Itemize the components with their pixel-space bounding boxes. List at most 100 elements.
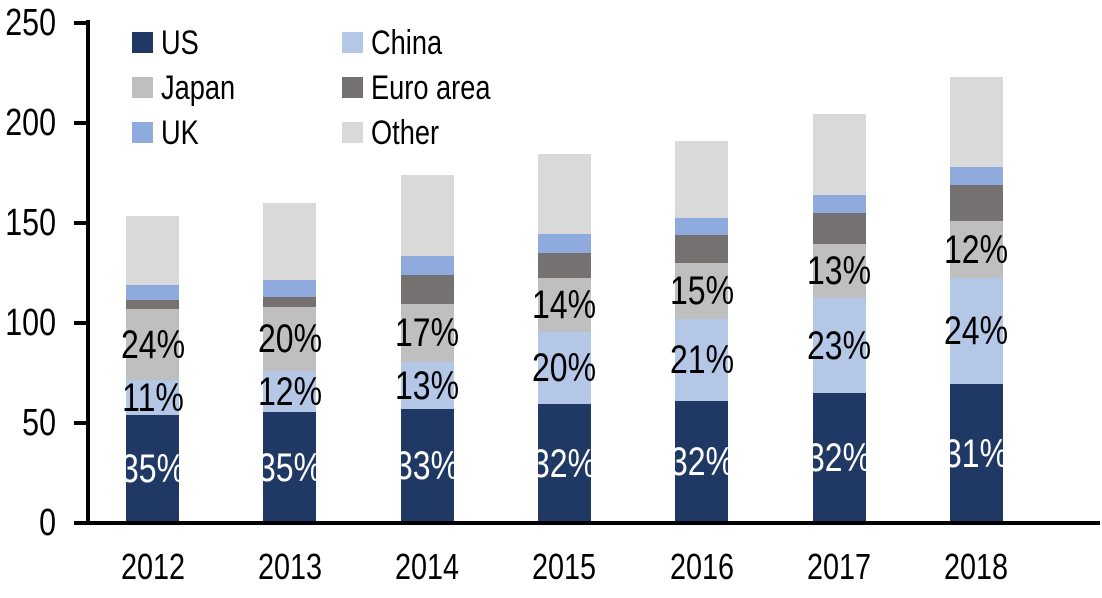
bar-segment-euro-area-2016 (675, 235, 729, 263)
data-label-china-2013: 12% (257, 369, 322, 414)
bar-segment-uk-2012 (126, 285, 179, 300)
data-label-china-2015: 20% (532, 346, 597, 390)
bar-segment-china-2017 (812, 298, 866, 393)
legend-label-china: China (371, 23, 443, 62)
data-label-us-2018: 31% (944, 431, 1009, 476)
bar-segment-china-2015 (537, 332, 591, 404)
data-label-japan-2016: 15% (669, 269, 734, 313)
bar-segment-us-2016 (675, 401, 729, 523)
x-category-label: 2016 (669, 546, 734, 587)
bar-segment-us-2018 (949, 384, 1003, 523)
bar-segment-us-2017 (812, 393, 866, 523)
bar-segment-euro-area-2012 (126, 300, 179, 309)
bar-segment-euro-area-2015 (537, 253, 591, 278)
y-tick-label: 50 (22, 402, 56, 444)
bar-segment-china-2016 (675, 319, 729, 401)
bar-segment-other-2015 (537, 154, 591, 234)
bar-segment-japan-2014 (400, 304, 454, 362)
data-label-us-2015: 32% (532, 441, 597, 486)
legend-swatch-euro-area (342, 77, 363, 98)
data-label-china-2012: 11% (121, 375, 184, 420)
bar-segment-japan-2015 (537, 278, 591, 332)
legend-label-other: Other (371, 113, 440, 152)
bar-segment-us-2013 (263, 412, 317, 523)
x-axis-line (76, 521, 1100, 525)
legend-item-japan: Japan (132, 71, 362, 105)
bar-segment-euro-area-2014 (400, 275, 454, 304)
legend-label-japan: Japan (161, 68, 236, 107)
bar-segment-japan-2016 (675, 263, 729, 319)
x-category-label: 2014 (395, 546, 460, 587)
y-tick-label: 150 (5, 202, 56, 244)
bar-segment-japan-2018 (949, 221, 1003, 278)
data-label-us-2012: 35% (120, 447, 185, 491)
bar-segment-other-2014 (400, 175, 454, 256)
data-label-china-2014: 13% (395, 363, 460, 408)
y-tick-mark (74, 121, 88, 125)
y-tick-label: 250 (5, 2, 56, 44)
x-category-label: 2017 (806, 546, 872, 587)
bar-segment-japan-2013 (263, 307, 317, 371)
data-label-us-2017: 32% (806, 436, 872, 480)
data-label-japan-2013: 20% (257, 317, 322, 361)
bar-segment-japan-2017 (812, 244, 866, 298)
legend-swatch-uk (132, 122, 153, 143)
data-label-japan-2014: 17% (395, 311, 460, 355)
bar-segment-euro-area-2013 (263, 297, 317, 307)
bar-segment-other-2017 (812, 114, 866, 195)
legend-item-us: US (132, 26, 362, 60)
y-tick-label: 0 (39, 502, 56, 544)
data-label-japan-2015: 14% (532, 283, 597, 327)
data-label-japan-2012: 24% (120, 322, 185, 367)
bar-segment-uk-2018 (949, 167, 1003, 185)
legend-label-euro-area: Euro area (371, 68, 491, 107)
data-label-us-2014: 33% (395, 444, 460, 488)
legend-swatch-us (132, 32, 153, 53)
legend-swatch-china (342, 32, 363, 53)
bar-segment-euro-area-2017 (812, 213, 866, 244)
bar-segment-uk-2013 (263, 280, 317, 297)
data-label-us-2013: 35% (257, 445, 322, 490)
legend-item-euro-area: Euro area (342, 71, 572, 105)
bar-segment-china-2014 (400, 362, 454, 409)
legend-item-uk: UK (132, 116, 362, 150)
data-label-us-2016: 32% (669, 440, 734, 484)
data-label-china-2018: 24% (944, 309, 1009, 353)
data-label-japan-2018: 12% (944, 227, 1009, 272)
bar-segment-uk-2015 (537, 234, 591, 253)
y-tick-mark (74, 21, 88, 25)
y-tick-mark (74, 521, 88, 525)
y-tick-mark (74, 421, 88, 425)
bar-segment-china-2012 (126, 380, 179, 415)
legend-label-uk: UK (161, 113, 199, 152)
legend-item-other: Other (342, 116, 572, 150)
bar-segment-japan-2012 (126, 309, 179, 380)
y-axis-line (86, 20, 90, 525)
bar-segment-other-2018 (949, 77, 1003, 167)
x-category-label: 2015 (532, 546, 597, 587)
legend-label-us: US (161, 23, 199, 62)
bar-segment-china-2018 (949, 278, 1003, 384)
x-category-label: 2012 (120, 546, 185, 587)
bar-segment-other-2012 (126, 216, 179, 285)
data-label-china-2017: 23% (806, 323, 872, 368)
bar-segment-us-2012 (126, 415, 179, 523)
data-label-japan-2017: 13% (806, 249, 872, 293)
bar-segment-us-2014 (400, 409, 454, 523)
data-label-china-2016: 21% (669, 338, 734, 382)
bar-segment-uk-2016 (675, 218, 729, 235)
y-tick-label: 200 (5, 102, 56, 144)
bar-segment-euro-area-2018 (949, 185, 1003, 221)
x-category-label: 2013 (257, 546, 322, 587)
bar-segment-uk-2017 (812, 195, 866, 213)
bar-segment-uk-2014 (400, 256, 454, 275)
bar-segment-other-2013 (263, 203, 317, 280)
bar-segment-us-2015 (537, 404, 591, 523)
y-tick-mark (74, 221, 88, 225)
legend-swatch-other (342, 122, 363, 143)
bar-segment-china-2013 (263, 371, 317, 412)
y-tick-mark (74, 321, 88, 325)
x-category-label: 2018 (944, 546, 1009, 587)
legend-swatch-japan (132, 77, 153, 98)
